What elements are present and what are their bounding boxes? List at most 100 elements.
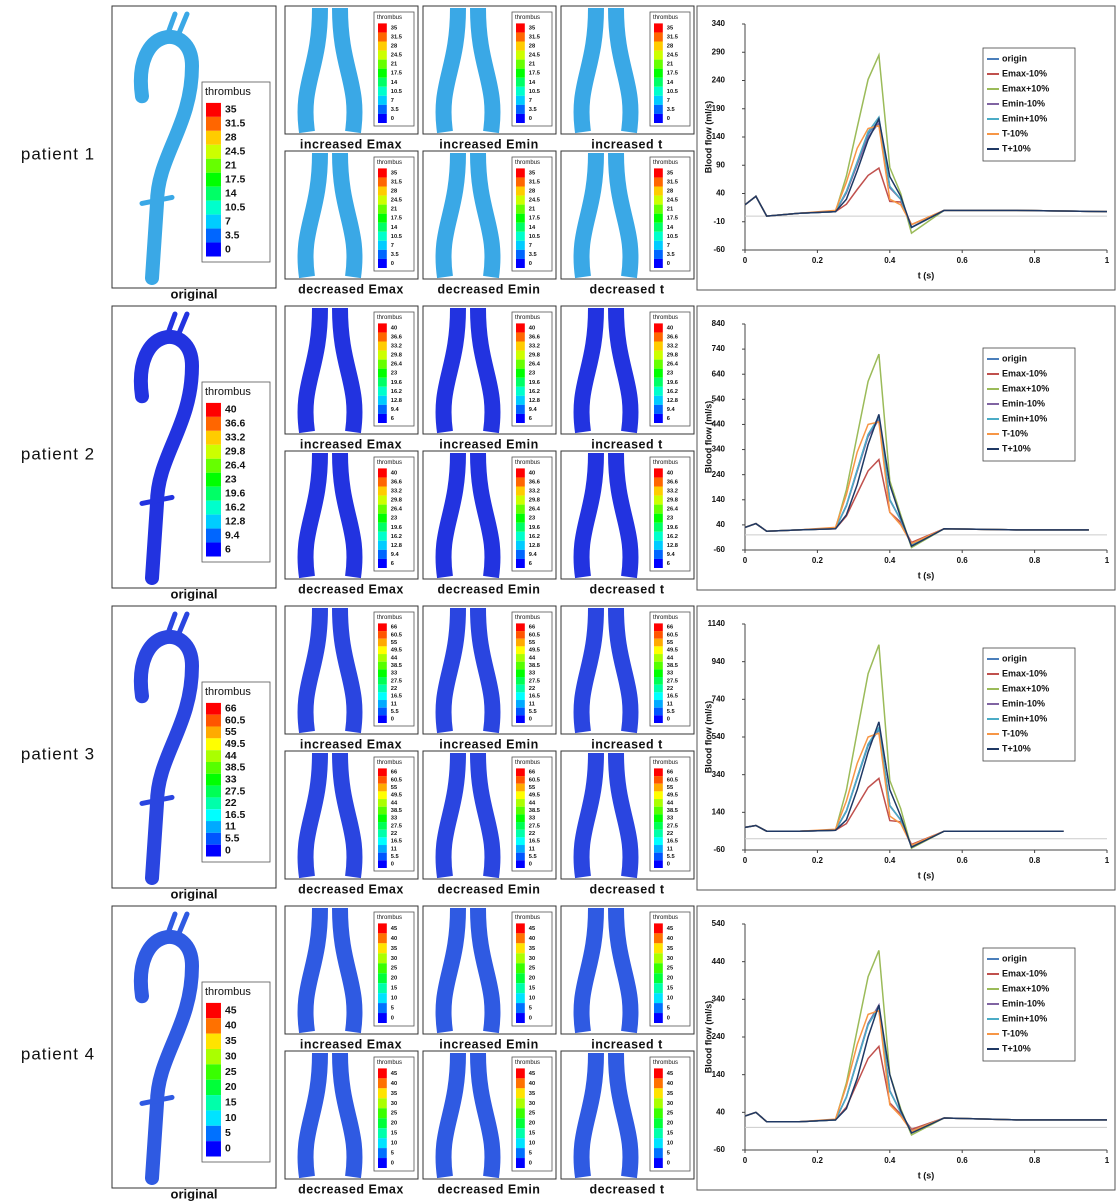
colorbar-label: 20 — [529, 976, 535, 982]
colorbar-swatch — [654, 177, 663, 187]
vessel — [573, 152, 639, 279]
y-axis-label: Blood flow (ml/s) — [703, 1001, 713, 1074]
colorbar-title: thrombus — [205, 686, 251, 698]
colorbar-swatch — [654, 1148, 663, 1159]
colorbar-swatch — [654, 222, 663, 232]
colorbar-swatch — [206, 1079, 221, 1096]
colorbar-swatch — [378, 973, 387, 984]
colorbar-swatch — [516, 68, 525, 78]
colorbar-label: 25 — [225, 1067, 237, 1078]
colorbar-label: 49.5 — [225, 739, 246, 750]
x-tick-label: 0.4 — [884, 256, 896, 265]
colorbar-label: 33.2 — [225, 433, 246, 444]
colorbar-swatch — [516, 23, 525, 33]
colorbar-swatch — [206, 750, 221, 762]
colorbar-label: 45 — [529, 1071, 535, 1077]
colorbar-title: thrombus — [205, 86, 251, 98]
colorbar-label: 26.4 — [667, 507, 679, 513]
colorbar-swatch — [654, 852, 663, 861]
y-tick-label: 140 — [712, 1070, 726, 1079]
colorbar-swatch — [654, 240, 663, 250]
colorbar-label: 40 — [391, 1081, 397, 1087]
colorbar-swatch — [654, 195, 663, 205]
panel-caption: original — [171, 1186, 218, 1201]
colorbar-label: 3.5 — [667, 252, 675, 258]
colorbar-swatch — [516, 860, 525, 868]
colorbar-label: 5 — [529, 1151, 532, 1157]
colorbar-swatch — [654, 953, 663, 964]
colorbar-label: 9.4 — [225, 530, 240, 541]
colorbar-label: 19.6 — [391, 380, 402, 386]
colorbar-swatch — [516, 486, 525, 496]
colorbar-swatch — [654, 386, 663, 396]
x-tick-label: 1 — [1105, 1156, 1110, 1165]
colorbar-swatch — [206, 158, 221, 173]
colorbar-swatch — [378, 258, 387, 268]
colorbar-label: 15 — [529, 1131, 535, 1137]
colorbar-swatch — [654, 707, 663, 716]
colorbar-swatch — [378, 852, 387, 861]
colorbar-label: 33 — [667, 816, 673, 822]
vessel-branch — [139, 911, 190, 1106]
colorbar-label: 22 — [529, 831, 535, 837]
colorbar-swatch — [206, 1002, 221, 1019]
colorbar-label: 28 — [667, 189, 673, 195]
panel-caption: original — [171, 286, 218, 301]
colorbar-label: 26.4 — [225, 461, 246, 472]
colorbar-label: 0 — [391, 717, 394, 723]
panel-caption: decreased t — [590, 1182, 665, 1196]
colorbar-swatch — [378, 684, 387, 693]
colorbar-label: 12.8 — [391, 543, 402, 549]
colorbar-label: 0 — [667, 116, 670, 122]
colorbar-label: 49.5 — [529, 648, 540, 654]
colorbar-label: 17.5 — [529, 71, 540, 77]
x-tick-label: 0.4 — [884, 556, 896, 565]
colorbar-label: 35 — [391, 946, 397, 952]
panel-caption: original — [171, 886, 218, 901]
colorbar-swatch — [378, 1098, 387, 1109]
colorbar-swatch — [206, 486, 221, 501]
colorbar-swatch — [654, 1158, 663, 1168]
colorbar-label: 16.5 — [529, 694, 540, 700]
colorbar-swatch — [516, 799, 525, 807]
colorbar-swatch — [654, 623, 663, 632]
colorbar-swatch — [378, 829, 387, 838]
colorbar-swatch — [206, 785, 221, 798]
colorbar-swatch — [378, 791, 387, 800]
colorbar-label: 6 — [391, 416, 394, 422]
colorbar-label: 16.5 — [225, 810, 246, 821]
colorbar-swatch — [654, 1088, 663, 1099]
colorbar-label: 24.5 — [667, 198, 678, 204]
colorbar-label: 28 — [529, 189, 535, 195]
colorbar-label: 66 — [529, 625, 535, 631]
colorbar-swatch — [206, 458, 221, 473]
colorbar-swatch — [378, 1013, 387, 1023]
colorbar-swatch — [516, 707, 525, 716]
colorbar-label: 40 — [667, 936, 673, 942]
colorbar-label: 12.8 — [667, 543, 678, 549]
vessel — [297, 752, 363, 879]
colorbar-label: 14 — [391, 225, 398, 231]
colorbar-label: 21 — [667, 62, 673, 68]
colorbar-swatch — [516, 359, 525, 369]
colorbar-label: 16.2 — [529, 534, 540, 540]
y-tick-label: 640 — [712, 369, 726, 378]
colorbar-label: 33 — [529, 816, 535, 822]
colorbar-label: 20 — [667, 976, 673, 982]
colorbar-swatch — [378, 1158, 387, 1168]
colorbar-swatch — [654, 77, 663, 87]
colorbar-label: 33.2 — [667, 489, 678, 495]
colorbar-label: 55 — [529, 640, 535, 646]
colorbar-swatch — [378, 661, 387, 670]
colorbar-label: 10 — [225, 1113, 237, 1124]
colorbar-label: 36.6 — [667, 479, 678, 485]
colorbar-label: 25 — [529, 1111, 535, 1117]
y-tick-label: 240 — [712, 470, 726, 479]
colorbar-swatch — [516, 104, 525, 114]
colorbar-label: 35 — [529, 25, 535, 31]
patient-row: patient 2thrombus4036.633.229.826.42319.… — [21, 305, 1116, 601]
panel-caption: decreased t — [590, 282, 665, 296]
colorbar-swatch — [654, 669, 663, 678]
colorbar-swatch — [206, 444, 221, 459]
colorbar-swatch — [516, 323, 525, 333]
